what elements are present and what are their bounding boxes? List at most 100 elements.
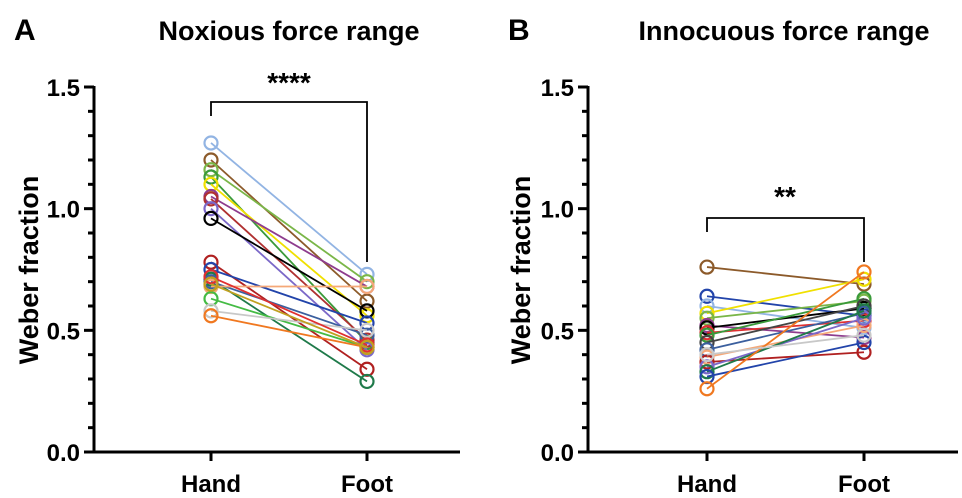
panel-a-data-point xyxy=(203,254,219,270)
panel-b-series-line xyxy=(706,334,865,356)
panel-b-series-line xyxy=(706,319,865,334)
panel-b-data-point xyxy=(699,310,715,326)
panel-a-data-point xyxy=(359,274,375,290)
panel-b: B Innocuous force range Weber fraction 0… xyxy=(506,14,958,498)
panel-b-y-tick-label: 0.0 xyxy=(541,440,574,467)
panel-b-subject-series xyxy=(699,344,872,370)
panel-a-title: Noxious force range xyxy=(158,16,419,46)
panel-a-x-tick-label: Foot xyxy=(341,471,393,498)
panel-b-subject-series xyxy=(699,327,872,363)
panel-b-y-tick-label: 1.0 xyxy=(541,197,574,224)
panel-a-y-tick-label: 1.0 xyxy=(47,197,80,224)
panel-a-bracket-line xyxy=(210,101,368,262)
panel-a-data-point xyxy=(359,293,375,309)
panel-b-series-line xyxy=(706,310,865,373)
panel-a-subject-series xyxy=(203,276,375,355)
panel-b-data-point xyxy=(856,344,872,360)
panel-b-letter: B xyxy=(508,14,530,47)
panel-a-y-tick-label: 0.0 xyxy=(47,440,80,467)
panel-b-bracket-line xyxy=(706,217,865,262)
panel-a-series-line xyxy=(210,283,368,349)
panel-a-data-point xyxy=(203,162,219,178)
panel-b-data-point xyxy=(856,264,872,280)
panel-a-significance-bracket xyxy=(210,101,368,262)
panel-a-data-point xyxy=(203,169,219,185)
panel-b-data-point xyxy=(699,364,715,380)
panel-b-data-point xyxy=(699,354,715,370)
panel-b-x-tick-label: Foot xyxy=(838,471,890,498)
panel-a-series-line xyxy=(210,278,368,383)
panel-a-data-point xyxy=(359,322,375,338)
panel-b-significance-bracket xyxy=(706,217,865,262)
panel-a-subject-series xyxy=(203,191,375,348)
panel-b-title: Innocuous force range xyxy=(638,16,929,46)
panel-a-series-line xyxy=(210,169,368,283)
panel-a-y-axis-title: Weber fraction xyxy=(14,176,44,365)
panel-a-data-point xyxy=(203,308,219,324)
panel-a-series-line xyxy=(210,268,368,324)
panel-a-series-line xyxy=(210,176,368,344)
panel-a-subject-series xyxy=(203,162,375,290)
panel-a-x-tick-label: Hand xyxy=(181,471,241,498)
panel-a-axes: 0.0 0.5 1.0 1.5 Hand Foot xyxy=(47,75,460,498)
panel-a-series xyxy=(203,135,375,390)
panel-a-subject-series xyxy=(203,210,375,319)
panel-a-series-line xyxy=(210,159,368,302)
panel-b-series-line xyxy=(706,266,865,285)
panel-a-data-point xyxy=(203,276,219,292)
panel-a-series-line xyxy=(210,217,368,312)
panel-a-data-point xyxy=(203,135,219,151)
panel-b-series-line xyxy=(706,278,865,315)
panel-a-subject-series xyxy=(203,271,375,390)
panel-a-series-line xyxy=(210,183,368,317)
panel-a-data-point xyxy=(203,152,219,168)
panel-a-series-line xyxy=(210,297,368,349)
panel-a-data-point xyxy=(359,339,375,355)
panel-a-series-line xyxy=(210,309,368,332)
panel-b-series-line xyxy=(706,312,865,351)
panel-a-y-tick-label: 1.5 xyxy=(47,75,80,102)
panel-a-data-point xyxy=(203,191,219,207)
panel-a-series-line xyxy=(210,142,368,276)
panel-b-data-point xyxy=(699,259,715,275)
panel-b-y-tick-label: 0.5 xyxy=(541,318,574,345)
panel-a-series-line xyxy=(210,198,368,341)
panel-b-series-line xyxy=(706,305,865,344)
panel-a-data-point xyxy=(203,269,219,285)
panel-b-series-line xyxy=(706,295,865,317)
panel-a-series-line xyxy=(210,195,368,288)
panel-b-subject-series xyxy=(699,264,872,397)
panel-b-series xyxy=(699,259,872,397)
panel-b-data-point xyxy=(699,381,715,397)
panel-a-data-point xyxy=(359,373,375,390)
panel-a: A Noxious force range Weber fraction 0.0… xyxy=(14,14,460,498)
panel-a-data-point xyxy=(203,210,219,226)
panel-a-subject-series xyxy=(203,135,375,282)
panel-b-series-line xyxy=(706,351,865,363)
panel-a-data-point xyxy=(359,278,375,295)
panel-b-y-axis-title: Weber fraction xyxy=(506,176,536,365)
panel-b-series-line xyxy=(706,317,865,368)
panel-b-axes: 0.0 0.5 1.0 1.5 Hand Foot xyxy=(541,75,958,498)
panel-a-data-point xyxy=(203,303,219,319)
panel-a-significance-label: **** xyxy=(267,67,311,98)
panel-b-subject-series xyxy=(699,303,872,380)
panel-b-data-point xyxy=(856,327,872,343)
panel-b-significance-label: ** xyxy=(774,181,796,212)
panel-b-data-point xyxy=(699,347,715,363)
panel-b-series-line xyxy=(706,341,865,378)
panel-b-series-line xyxy=(706,271,865,390)
panel-a-series-line xyxy=(210,314,368,349)
panel-b-data-point xyxy=(699,288,715,304)
panel-b-x-tick-label: Hand xyxy=(677,471,737,498)
panel-a-y-tick-label: 0.5 xyxy=(47,318,80,345)
panel-a-subject-series xyxy=(203,303,375,338)
panel-a-letter: A xyxy=(14,14,36,47)
panel-a-subject-series xyxy=(203,152,375,309)
panel-a-series-line xyxy=(210,275,368,346)
panel-b-data-point xyxy=(856,303,872,319)
panel-a-subject-series xyxy=(203,188,375,295)
panel-b-series-line xyxy=(706,297,865,337)
panel-b-y-tick-label: 1.5 xyxy=(541,75,574,102)
